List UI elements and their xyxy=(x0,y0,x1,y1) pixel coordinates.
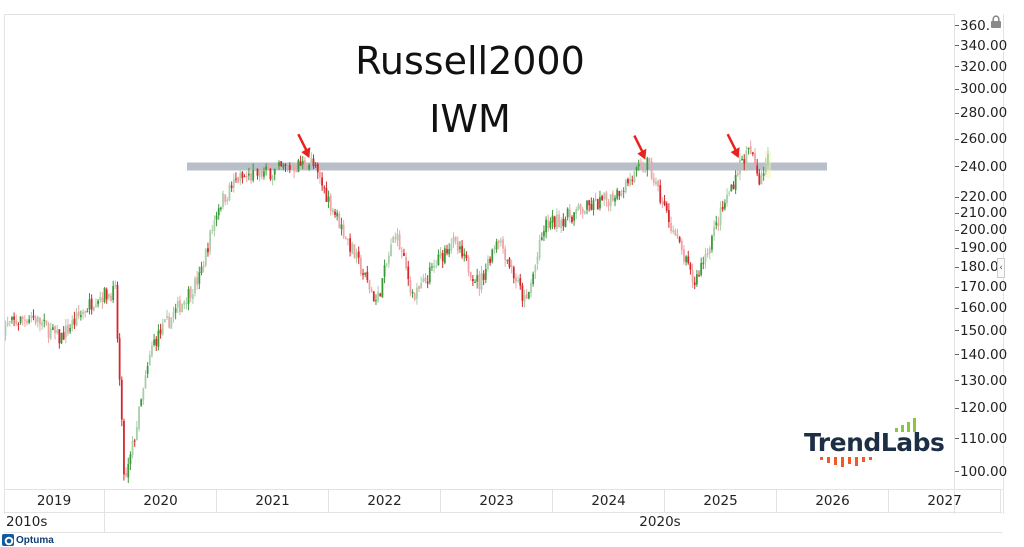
price-plot[interactable] xyxy=(5,15,955,490)
logo-text: TrendLabs xyxy=(804,428,945,457)
resistance-band[interactable] xyxy=(187,162,827,171)
x-tick-label: 2024 xyxy=(553,490,665,512)
x-tick-label: 2026 xyxy=(777,490,889,512)
x-tick-label: 2025 xyxy=(665,490,777,512)
y-tick-label: 340.00 xyxy=(955,38,1007,54)
logo-bars-icon xyxy=(820,418,916,467)
chart-title: Russell2000 xyxy=(355,39,585,83)
y-tick-label: 200.00 xyxy=(955,222,1007,238)
y-tick-label: 300.00 xyxy=(955,81,1007,97)
y-tick-label: 360. xyxy=(955,18,990,34)
y-tick-label: 320.00 xyxy=(955,59,1007,75)
y-tick-label: 220.00 xyxy=(955,189,1007,205)
lock-icon[interactable] xyxy=(990,15,1002,28)
y-tick-label: 110.00 xyxy=(955,431,1007,447)
x-tick-label: 2019 xyxy=(4,490,105,512)
y-tick-label: 170.00 xyxy=(955,279,1007,295)
y-tick-label: 140.00 xyxy=(955,347,1007,363)
y-tick-label: 180.0 xyxy=(955,259,999,275)
optuma-text: Optuma xyxy=(16,534,54,546)
x-axis-decades: 2010s 2020s xyxy=(4,512,1002,533)
x-tick-label: 2021 xyxy=(217,490,329,512)
y-tick-label: 210.00 xyxy=(955,205,1007,221)
x-tick-label: 2022 xyxy=(329,490,441,512)
y-tick-label: 100.00 xyxy=(955,464,1007,480)
red-arrow-icon xyxy=(726,133,740,159)
decade-label: 2020s xyxy=(639,514,681,530)
chevron-left-icon[interactable]: ‹ xyxy=(997,258,1005,278)
y-tick-label: 120.00 xyxy=(955,400,1007,416)
candlesticks xyxy=(5,140,769,484)
optuma-brand: Optuma xyxy=(2,533,54,547)
x-axis-years[interactable]: 2019 2020 2021 2022 2023 2024 2025 2026 2027 xyxy=(4,489,1002,514)
optuma-logo-icon xyxy=(2,534,14,546)
y-tick-label: 160.00 xyxy=(955,300,1007,316)
x-tick-label: 2027 xyxy=(889,490,1001,512)
y-tick-label: 150.00 xyxy=(955,323,1007,339)
y-tick-label: 240.00 xyxy=(955,159,1007,175)
y-tick-label: 260.00 xyxy=(955,131,1007,147)
red-arrow-icon xyxy=(633,135,647,160)
chart-frame xyxy=(4,14,954,514)
y-tick-label: 190.00 xyxy=(955,240,1007,256)
x-tick-label: 2020 xyxy=(105,490,217,512)
decade-label: 2010s xyxy=(6,513,105,532)
chart-subtitle: IWM xyxy=(429,97,511,141)
trendlabs-logo: TrendLabs xyxy=(800,416,945,472)
red-arrow-icon xyxy=(297,133,311,159)
y-tick-label: 130.00 xyxy=(955,373,1007,389)
y-tick-label: 280.00 xyxy=(955,105,1007,121)
x-tick-label: 2023 xyxy=(441,490,553,512)
